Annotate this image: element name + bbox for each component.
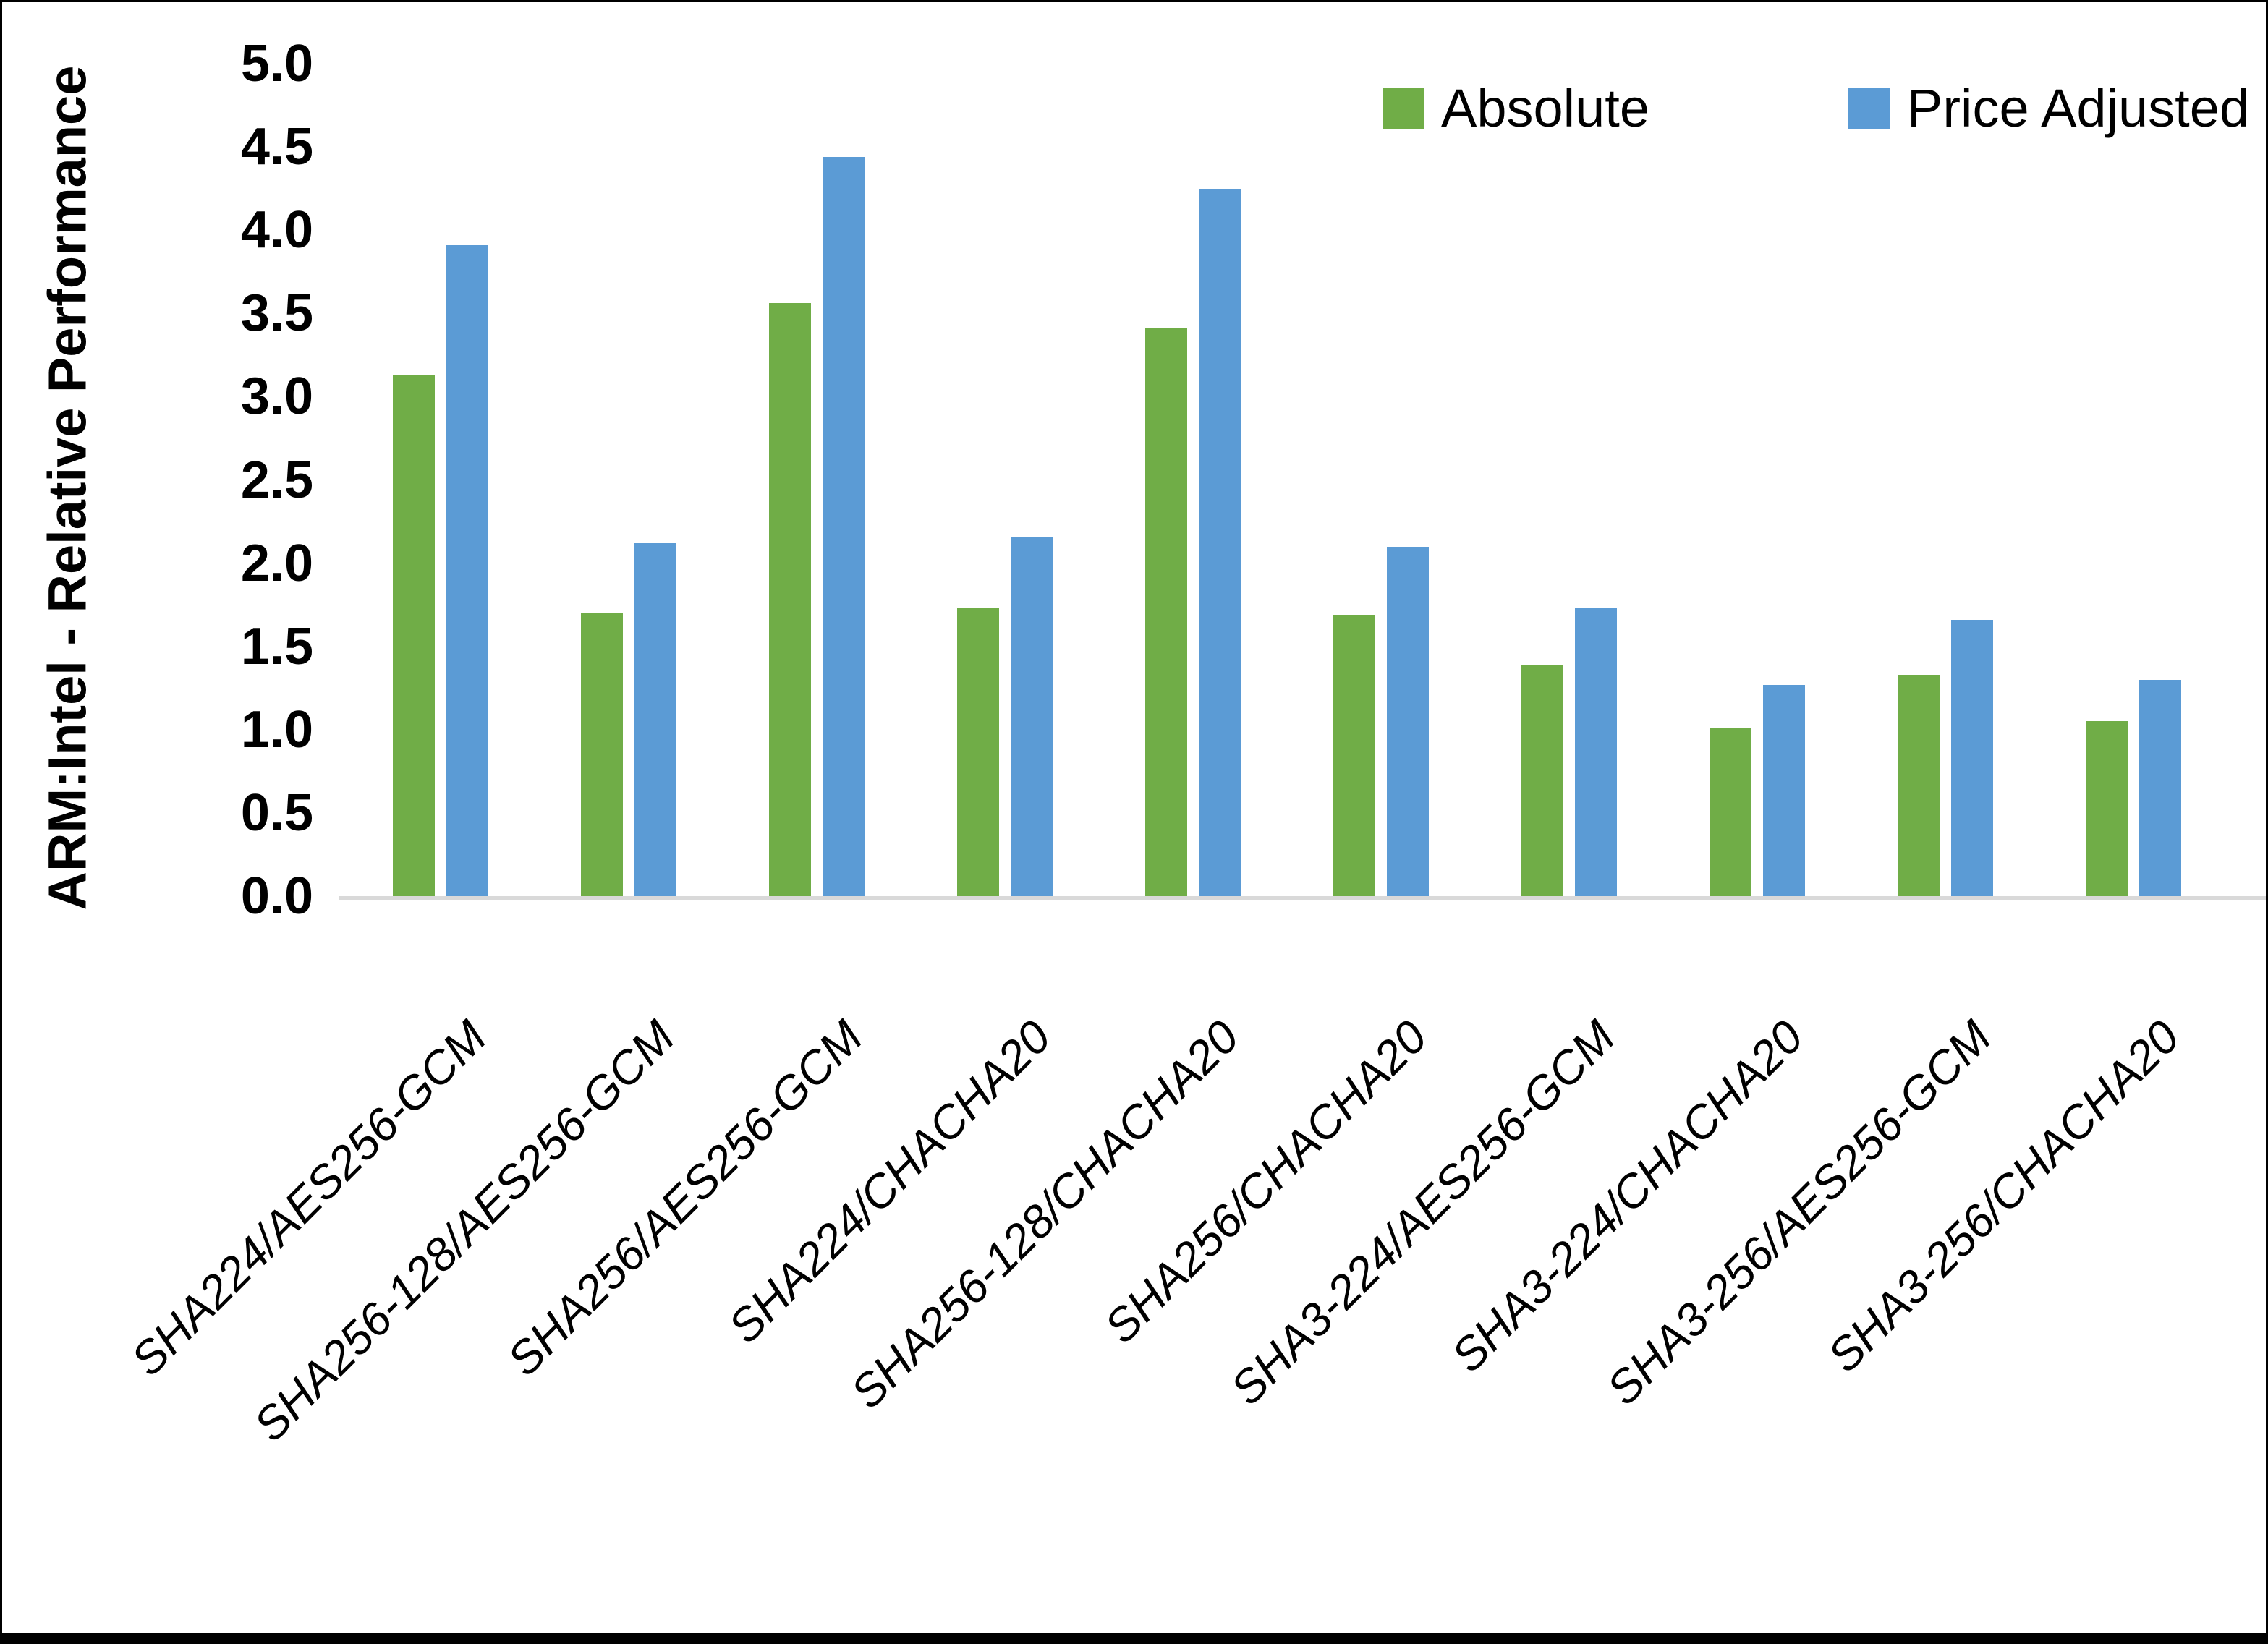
bar-price-adjusted-1 (634, 543, 676, 896)
bar-absolute-5 (1333, 615, 1375, 896)
x-axis-line (339, 896, 2266, 900)
y-tick-label: 4.0 (240, 201, 313, 260)
legend-label: Absolute (1441, 78, 1649, 138)
y-tick-label: 1.0 (240, 700, 313, 759)
legend-swatch-icon (1383, 88, 1424, 129)
y-tick-label: 4.5 (240, 118, 313, 176)
bar-price-adjusted-4 (1199, 189, 1241, 896)
legend-item-price-adjusted: Price Adjusted (1848, 77, 2249, 139)
bar-price-adjusted-7 (1763, 685, 1805, 896)
y-tick-label: 0.5 (240, 783, 313, 842)
x-category-label: SHA224/AES256-GCM (121, 1010, 497, 1386)
y-tick-label: 0.0 (240, 867, 313, 925)
bar-price-adjusted-8 (1951, 620, 1993, 896)
y-tick-label: 3.0 (240, 367, 313, 426)
bar-price-adjusted-5 (1387, 547, 1429, 896)
bar-absolute-8 (1898, 675, 1940, 896)
bar-price-adjusted-3 (1011, 537, 1053, 896)
bar-absolute-9 (2086, 721, 2128, 896)
bar-price-adjusted-9 (2139, 680, 2181, 896)
legend-item-absolute: Absolute (1383, 77, 1649, 139)
legend-label: Price Adjusted (1907, 78, 2250, 138)
bar-absolute-2 (769, 303, 811, 896)
y-tick-label: 5.0 (240, 35, 313, 93)
x-category-label: SHA3-256/CHACHA20 (1817, 1010, 2190, 1382)
bar-absolute-3 (957, 608, 999, 896)
y-tick-label: 2.5 (240, 451, 313, 509)
bar-absolute-4 (1145, 328, 1187, 896)
bar-price-adjusted-6 (1575, 608, 1617, 896)
bar-absolute-0 (393, 375, 435, 896)
bar-price-adjusted-0 (446, 245, 488, 896)
y-tick-label: 1.5 (240, 617, 313, 676)
bar-price-adjusted-2 (823, 157, 865, 896)
y-axis-title: ARM:Intel - Relative Performance (37, 65, 98, 911)
bar-absolute-1 (581, 613, 623, 896)
legend-swatch-icon (1848, 88, 1890, 129)
bar-absolute-7 (1710, 728, 1751, 896)
y-tick-label: 2.0 (240, 534, 313, 592)
y-tick-label: 3.5 (240, 284, 313, 343)
bar-absolute-6 (1521, 665, 1563, 896)
slide-bottom-border (2, 1633, 2266, 1644)
